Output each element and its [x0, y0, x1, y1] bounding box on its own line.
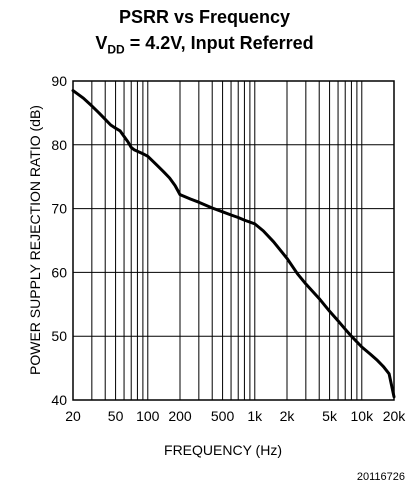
x-tick-label: 50: [108, 408, 124, 424]
x-tick-label: 2k: [280, 408, 296, 424]
x-tick-label: 20: [65, 408, 81, 424]
y-tick-label: 70: [51, 201, 67, 217]
x-axis-label: FREQUENCY (Hz): [164, 442, 282, 458]
y-tick-label: 60: [51, 264, 67, 280]
figure-id: 20116726: [356, 471, 405, 483]
chart-title: PSRR vs Frequency VDD = 4.2V, Input Refe…: [0, 4, 409, 63]
series-line-psrr: [71, 89, 396, 399]
y-tick-label: 50: [51, 328, 67, 344]
chart-frame-layer: [72, 80, 395, 401]
y-tick-label: 90: [51, 73, 67, 89]
y-axis-label: POWER SUPPLY REJECTION RATIO (dB): [27, 105, 43, 375]
chart-title-line1: PSRR vs Frequency: [118, 7, 291, 27]
x-tick-label: 5k: [322, 408, 338, 424]
chart-title-line2: VDD = 4.2V, Input Referred: [0, 30, 409, 63]
chart-curve-layer: [71, 89, 396, 399]
plot-frame: [72, 80, 395, 401]
y-tick-label: 80: [51, 137, 67, 153]
x-tick-label: 20k: [383, 408, 407, 424]
x-tick-label: 100: [136, 408, 160, 424]
chart-tick-labels: 20 50 100 200 500 1k 2k 5k 10k 20k 40 50 60 70 80 90: [51, 73, 406, 424]
x-tick-label: 200: [168, 408, 192, 424]
x-tick-label: 1k: [247, 408, 263, 424]
chart-grid: [73, 81, 394, 400]
x-tick-label: 500: [211, 408, 235, 424]
x-tick-label: 10k: [351, 408, 375, 424]
chart-title-line2-suffix: = 4.2V, Input Referred: [124, 33, 314, 53]
chart-title-line2-sub: DD: [107, 42, 125, 57]
chart-title-line2-prefix: V: [95, 33, 108, 53]
y-tick-label: 40: [51, 392, 67, 408]
